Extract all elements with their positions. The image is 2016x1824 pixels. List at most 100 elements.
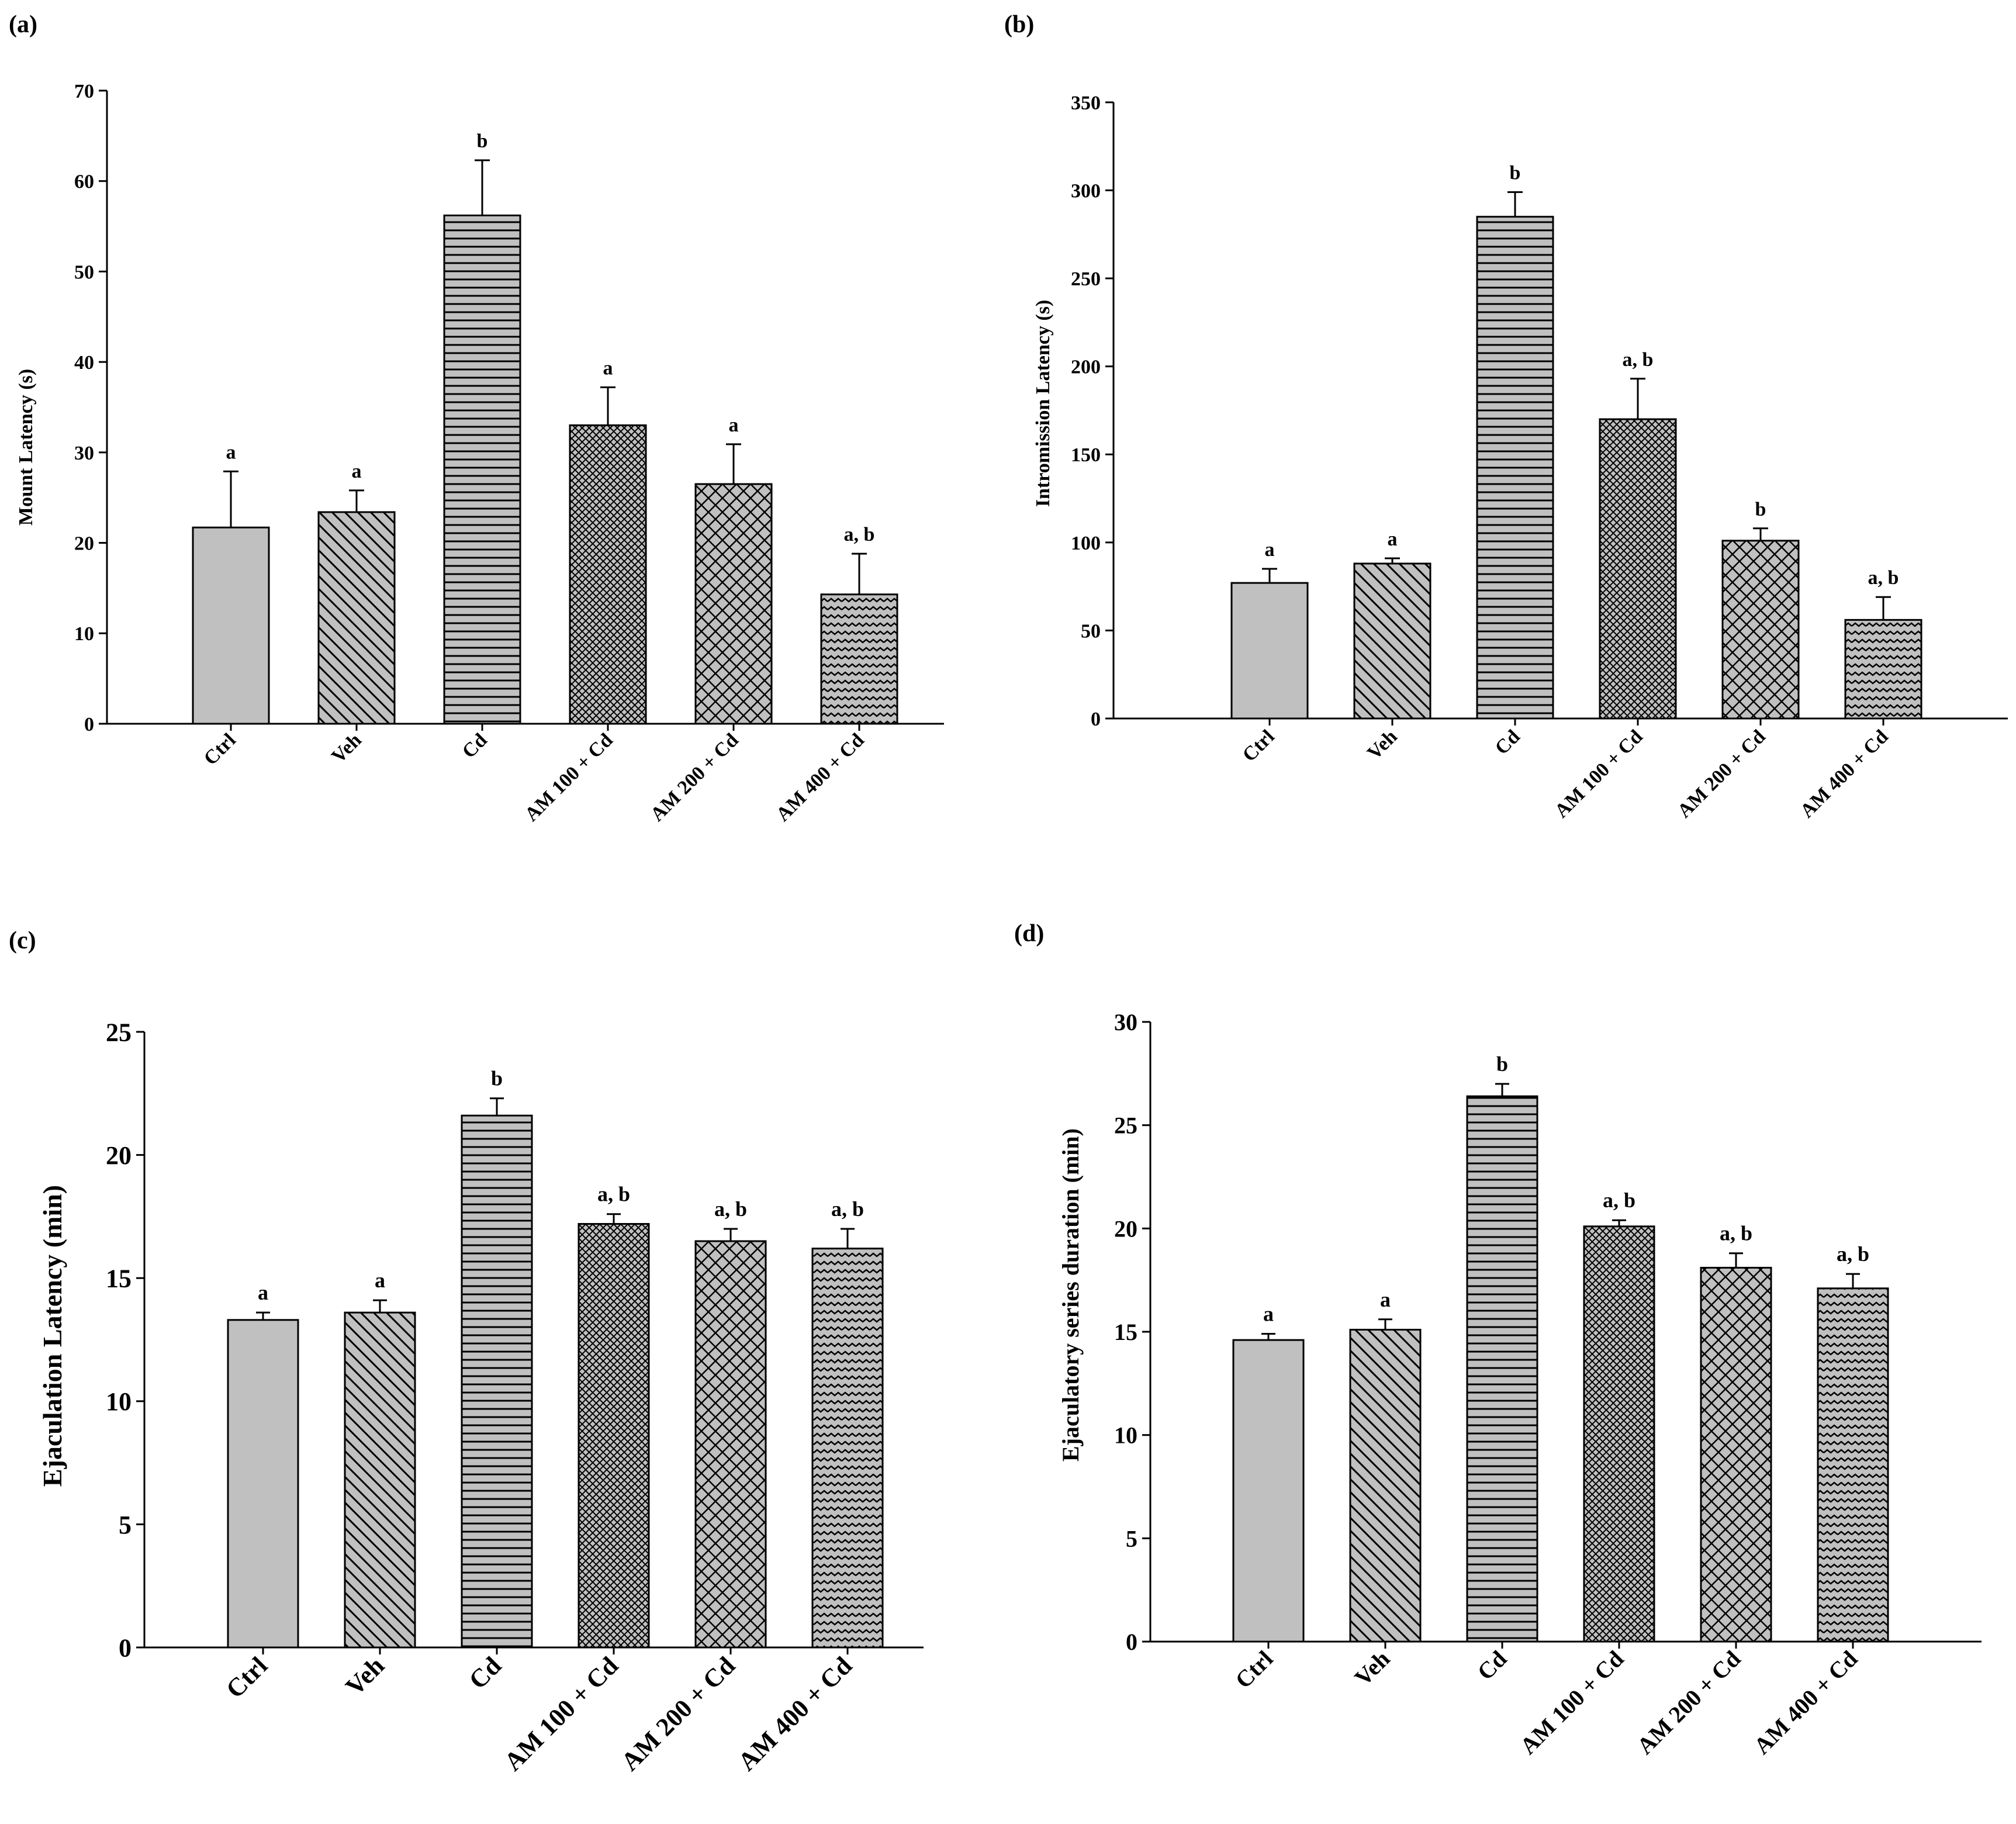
- panel-d-y-tick-label: 10: [1114, 1422, 1137, 1449]
- panel-b-annotation: a, b: [1623, 349, 1654, 371]
- panel-c-bar: [227, 1319, 299, 1649]
- panel-b-y-tick-label: 250: [1071, 268, 1101, 290]
- panel-b-annotation: a: [1388, 528, 1398, 550]
- panel-b-y-tick-label: 200: [1071, 357, 1101, 378]
- panel-a-category-label: Veh: [327, 729, 365, 767]
- panel-d: (d) Ejaculatory series duration (min) 0 5…: [1014, 920, 1982, 1759]
- panel-a-category-label: AM 100 + Cd: [521, 729, 617, 825]
- panel-a: (a) Mount Latency (s) 0 10 20 30 40 50 60 70 a Ct…: [9, 11, 944, 825]
- panel-a-bar: [192, 526, 270, 725]
- panel-a-bar: [443, 215, 521, 725]
- panel-c-annotation: a, b: [597, 1183, 630, 1206]
- panel-c-annotation: a, b: [831, 1197, 864, 1221]
- panel-d-category-label: Cd: [1472, 1646, 1512, 1685]
- panel-a-annotation: a, b: [844, 524, 875, 545]
- panel-c-bar: [694, 1240, 767, 1649]
- panel-b-annotation: a, b: [1868, 567, 1899, 589]
- panel-d-y-tick-label: 5: [1126, 1525, 1137, 1552]
- panel-a-annotation: a: [226, 441, 236, 463]
- panel-d-bar: [1232, 1339, 1305, 1643]
- panel-d-y-tick-label: 20: [1114, 1215, 1137, 1242]
- panel-b-y-tick-label: 350: [1071, 92, 1101, 114]
- panel-c: (c) Ejaculation Latency (min) 0 5 10 15 20 25…: [9, 927, 924, 1776]
- panel-c-bar: [811, 1248, 884, 1649]
- panel-c-y-tick-label: 20: [106, 1141, 132, 1170]
- panel-c-category-label: AM 100 + Cd: [499, 1651, 624, 1776]
- panel-d-category-label: Ctrl: [1230, 1646, 1278, 1694]
- panel-b-y-tick-label: 0: [1091, 709, 1101, 730]
- panel-b-category-label: AM 100 + Cd: [1551, 726, 1647, 822]
- panel-c-annotation: a: [375, 1269, 385, 1292]
- panel-c-label: (c): [9, 927, 36, 954]
- panel-c-y-tick-label: 0: [119, 1633, 132, 1662]
- panel-c-bar: [578, 1223, 650, 1649]
- panel-c-annotation: b: [491, 1067, 503, 1090]
- panel-d-annotation: a, b: [1720, 1222, 1752, 1245]
- panel-d-annotation: a: [1380, 1288, 1391, 1311]
- panel-d-category-label: AM 400 + Cd: [1749, 1646, 1863, 1760]
- panel-b-category-label: Veh: [1363, 726, 1401, 764]
- panel-a-bar: [317, 511, 396, 725]
- panel-b-y-tick-label: 150: [1071, 444, 1101, 466]
- panel-c-annotation: a: [258, 1281, 268, 1304]
- panel-d-bar: [1700, 1266, 1772, 1643]
- panel-d-category-label: AM 200 + Cd: [1632, 1646, 1746, 1760]
- panel-d-annotation: a, b: [1837, 1242, 1869, 1266]
- panel-b-category-label: AM 400 + Cd: [1796, 726, 1893, 822]
- panel-b-y-tick-label: 50: [1081, 620, 1101, 642]
- panel-c-category-label: AM 400 + Cd: [732, 1651, 857, 1776]
- panel-a-y-tick-label: 60: [74, 171, 94, 193]
- panel-b-bar: [1230, 582, 1309, 720]
- panel-b-category-label: Ctrl: [1239, 726, 1279, 766]
- panel-d-category-label: Veh: [1349, 1646, 1395, 1691]
- panel-a-y-tick-label: 30: [74, 443, 94, 464]
- panel-c-annotation: a, b: [714, 1197, 747, 1221]
- panel-a-category-label: Ctrl: [200, 729, 240, 769]
- panel-a-annotation: a: [352, 461, 362, 482]
- panel-c-category-label: Veh: [340, 1651, 390, 1701]
- panel-d-ylabel: Ejaculatory series duration (min): [1057, 1128, 1084, 1462]
- panel-c-y-tick-label: 15: [106, 1265, 132, 1293]
- panel-b: (b) Intromission Latency (s) 0 50 100 150 20…: [1004, 11, 2008, 822]
- panel-c-y-tick-label: 5: [119, 1511, 132, 1539]
- panel-a-category-label: AM 400 + Cd: [772, 729, 869, 825]
- panel-a-annotation: a: [603, 357, 613, 379]
- panel-a-y-tick-label: 20: [74, 533, 94, 554]
- panel-b-ylabel: Intromission Latency (s): [1032, 300, 1054, 507]
- panel-a-bar: [820, 593, 898, 725]
- panel-b-annotation: a: [1265, 539, 1275, 561]
- panel-d-annotation: a, b: [1603, 1189, 1635, 1212]
- panel-a-category-label: Cd: [458, 729, 492, 762]
- panel-a-y-tick-label: 70: [74, 81, 94, 102]
- panel-b-annotation: b: [1755, 499, 1766, 520]
- panel-d-category-label: AM 100 + Cd: [1515, 1646, 1629, 1760]
- panel-d-y-tick-label: 15: [1114, 1319, 1137, 1345]
- panel-b-label: (b): [1004, 11, 1034, 38]
- panel-d-bar: [1466, 1095, 1538, 1643]
- panel-d-label: (d): [1014, 920, 1044, 947]
- panel-d-y-tick-label: 25: [1114, 1113, 1137, 1139]
- panel-c-y-tick-label: 25: [106, 1018, 132, 1046]
- panel-d-bar: [1817, 1287, 1889, 1643]
- panel-d-y-tick-label: 30: [1114, 1009, 1137, 1035]
- panel-b-category-label: Cd: [1491, 726, 1524, 759]
- panel-b-y-tick-label: 300: [1071, 180, 1101, 202]
- panel-d-y-tick-label: 0: [1126, 1629, 1137, 1655]
- panel-b-annotation: b: [1510, 163, 1521, 184]
- panel-a-bar: [569, 424, 647, 725]
- panel-a-y-tick-label: 40: [74, 352, 94, 374]
- panel-b-bar: [1476, 216, 1554, 720]
- panel-a-label: (a): [9, 11, 37, 38]
- panel-c-bar: [461, 1114, 533, 1649]
- panel-b-bar: [1599, 418, 1677, 720]
- panel-c-y-tick-label: 10: [106, 1387, 132, 1416]
- panel-c-category-label: AM 200 + Cd: [615, 1651, 741, 1776]
- panel-a-bar: [694, 483, 773, 725]
- panel-c-ylabel: Ejaculation Latency (min): [37, 1185, 67, 1487]
- panel-b-category-label: AM 200 + Cd: [1673, 726, 1770, 822]
- panel-b-y-tick-label: 100: [1071, 533, 1101, 554]
- panel-c-bar: [344, 1311, 416, 1649]
- panel-b-bar: [1844, 619, 1922, 720]
- panel-c-category-label: Ctrl: [220, 1651, 273, 1704]
